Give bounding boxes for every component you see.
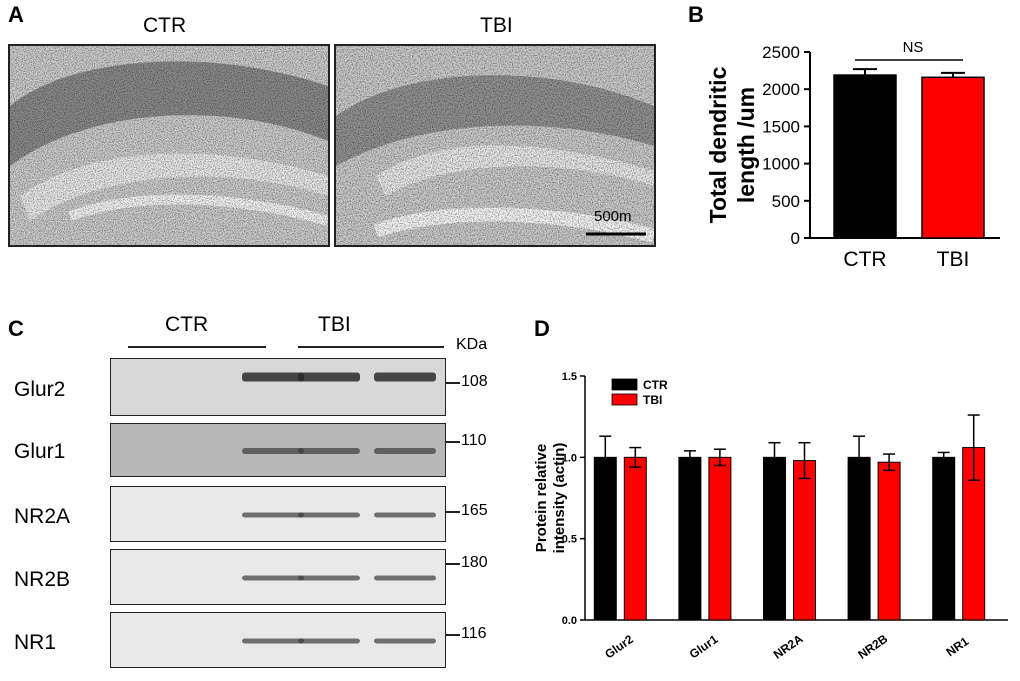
legend-label-tbi: TBI xyxy=(643,393,662,407)
blot-band xyxy=(298,448,360,454)
blot-band xyxy=(298,638,360,644)
kda-marker-tick xyxy=(446,441,460,443)
blot-group-label-tbi: TBI xyxy=(318,313,351,336)
bar-tbi-glur2 xyxy=(623,456,647,621)
micrograph-ctr-image xyxy=(10,46,328,245)
x-tick-label: TBI xyxy=(937,248,970,271)
blot-panel-nr1 xyxy=(110,612,446,668)
bar-tbi-glur1 xyxy=(708,456,732,621)
blot-band xyxy=(242,638,304,644)
blot-group-line-ctr xyxy=(128,346,266,348)
blot-row-label-glur1: Glur1 xyxy=(14,440,66,463)
blot-group-label-ctr: CTR xyxy=(165,313,209,336)
bar-ctr-nr2a xyxy=(763,456,786,621)
kda-marker-nr2b: 180 xyxy=(461,554,488,571)
bar-tbi-nr2a xyxy=(793,460,816,621)
kda-unit-label: KDa xyxy=(456,336,488,353)
blot-row-label-nr1: NR1 xyxy=(14,631,57,654)
y-tick-label: 0.5 xyxy=(562,534,577,546)
kda-marker-tick xyxy=(446,382,460,384)
micrograph-label-tbi: TBI xyxy=(480,14,513,37)
micrograph-label-ctr: CTR xyxy=(143,14,187,37)
blot-bands-nr2b xyxy=(242,575,436,581)
y-tick-label: 1000 xyxy=(762,155,800,174)
legend-swatch-ctr xyxy=(611,378,638,391)
bar-ctr-glur1 xyxy=(678,456,702,621)
blot-row-label-glur2: Glur2 xyxy=(14,378,66,401)
y-tick-label: 1.0 xyxy=(562,452,577,464)
blot-panel-nr2a xyxy=(110,486,446,542)
panel-letter-c: C xyxy=(8,316,24,341)
blot-band xyxy=(374,372,436,382)
y-tick-label: 0 xyxy=(791,229,800,248)
blot-bands-glur2 xyxy=(242,372,436,382)
kda-marker-nr1: 116 xyxy=(461,625,487,642)
blot-bands-nr2a xyxy=(242,512,436,518)
micrograph-tbi: 500m xyxy=(334,44,656,247)
blot-panel-glur2 xyxy=(110,358,446,416)
legend-swatch-tbi xyxy=(611,393,638,406)
y-tick-label: 1500 xyxy=(762,117,800,136)
blot-panel-glur1 xyxy=(110,423,446,477)
y-axis-title-line-2: intensity (actin) xyxy=(551,443,568,554)
y-axis-title-line-2: length /um xyxy=(733,87,759,203)
y-axis-title-line-1: Protein relative xyxy=(533,444,550,552)
x-tick-label: NR2B xyxy=(855,631,890,661)
blot-band xyxy=(374,575,436,581)
panel-letter-a: A xyxy=(8,2,24,27)
blot-band xyxy=(298,575,360,581)
chart-b: 0 500 1000 1500 2000 2500 CTR TBI NS Total dendri… xyxy=(705,39,1000,271)
blot-row-label-nr2a: NR2A xyxy=(14,505,71,528)
kda-marker-tick xyxy=(446,511,460,513)
x-tick-label: Glur2 xyxy=(602,632,636,662)
blot-band xyxy=(298,512,360,518)
y-axis-title: Total dendritic length /um xyxy=(705,66,759,223)
blot-band xyxy=(242,448,304,454)
blot-group-line-tbi xyxy=(298,346,444,348)
panel-letter-b: B xyxy=(688,2,704,27)
blot-panel-nr2b xyxy=(110,549,446,605)
blot-band xyxy=(374,448,436,454)
blot-band xyxy=(242,575,304,581)
y-tick-label: 500 xyxy=(772,192,800,211)
legend-label-ctr: CTR xyxy=(643,378,668,392)
blot-band xyxy=(298,372,360,382)
blot-bands-glur1 xyxy=(242,448,436,454)
kda-marker-tick xyxy=(446,563,460,565)
x-tick-label: Glur1 xyxy=(687,632,721,662)
micrograph-ctr xyxy=(8,44,330,247)
blot-bands-nr1 xyxy=(242,638,436,644)
bar-tbi-nr2b xyxy=(877,461,901,621)
kda-marker-tick xyxy=(446,634,460,636)
bar-ctr-glur2 xyxy=(593,456,617,621)
y-axis-title: Protein relative intensity (actin) xyxy=(533,443,568,554)
blot-band xyxy=(242,512,304,518)
panel-letter-d: D xyxy=(534,316,550,341)
y-tick-label: 0.0 xyxy=(562,615,577,627)
significance-label: NS xyxy=(903,39,924,56)
blot-row-label-nr2b: NR2B xyxy=(14,568,71,591)
blot-band xyxy=(374,512,436,518)
bar-ctr xyxy=(833,74,897,239)
y-tick-label: 2000 xyxy=(762,80,800,99)
kda-marker-glur1: 110 xyxy=(461,432,487,449)
y-tick-label: 1.5 xyxy=(562,371,577,383)
bar-ctr-nr2b xyxy=(847,456,871,621)
y-axis-title-line-1: Total dendritic xyxy=(705,66,731,223)
micrograph-tbi-image xyxy=(336,46,654,245)
scale-bar-label: 500m xyxy=(594,208,632,225)
kda-marker-glur2: 108 xyxy=(461,373,488,390)
x-tick-label: CTR xyxy=(843,248,886,271)
bar-tbi xyxy=(921,76,985,239)
bar-ctr-nr1 xyxy=(932,456,956,621)
kda-marker-nr2a: 165 xyxy=(461,502,488,519)
y-tick-label: 2500 xyxy=(762,43,800,62)
blot-band xyxy=(242,372,304,382)
x-tick-label: NR1 xyxy=(944,634,972,659)
x-tick-label: NR2A xyxy=(771,631,806,661)
blot-band xyxy=(374,638,436,644)
